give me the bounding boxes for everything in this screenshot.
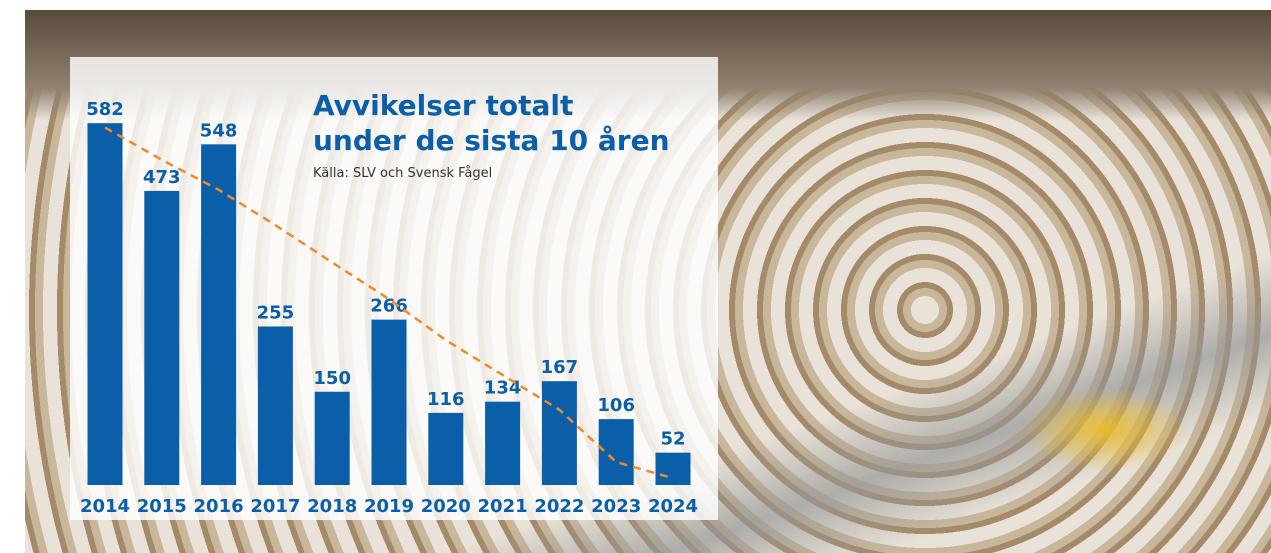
x-tick-label: 2017 [250, 496, 300, 517]
x-tick-label: 2021 [478, 496, 528, 517]
value-label: 255 [257, 302, 295, 323]
bar [428, 412, 464, 485]
value-label: 548 [200, 120, 238, 141]
value-label: 266 [370, 296, 408, 317]
value-label: 116 [427, 389, 465, 410]
x-tick-label: 2022 [534, 496, 584, 517]
x-tick-label: 2015 [137, 496, 187, 517]
x-tick-label: 2019 [364, 496, 414, 517]
bar [144, 190, 180, 485]
value-label: 167 [541, 357, 579, 378]
x-tick-label: 2024 [648, 496, 698, 517]
bar [598, 419, 634, 485]
chart-subtitle: Källa: SLV och Svensk Fågel [313, 166, 493, 181]
x-tick-label: 2018 [307, 496, 357, 517]
value-label: 134 [484, 378, 522, 399]
value-label: 473 [143, 167, 181, 188]
x-tick-label: 2023 [591, 496, 641, 517]
bar [201, 144, 237, 485]
value-label: 52 [660, 429, 685, 450]
bar [87, 123, 123, 485]
value-label: 150 [313, 368, 351, 389]
x-tick-label: 2020 [421, 496, 471, 517]
trend-line [104, 126, 674, 480]
chart-title: Avvikelser totalt under de sista 10 åren [313, 89, 670, 157]
x-tick-label: 2016 [194, 496, 244, 517]
value-label: 582 [86, 99, 124, 120]
bar [257, 326, 293, 485]
x-tick-label: 2014 [80, 496, 130, 517]
bar [314, 391, 350, 485]
bar [541, 381, 577, 485]
bar [371, 319, 407, 485]
value-label: 106 [597, 395, 635, 416]
bar [485, 401, 521, 485]
bar [655, 452, 691, 485]
